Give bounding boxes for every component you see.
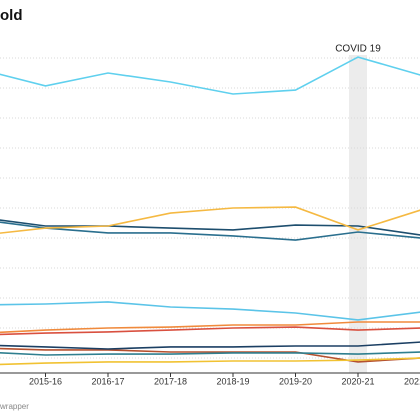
series-line (0, 221, 420, 241)
series-line (0, 321, 420, 334)
x-tick-label: 2015-16 (29, 376, 62, 386)
series-line (0, 56, 420, 95)
highlight-band (349, 55, 367, 373)
credit: wrapper (0, 402, 29, 411)
series-line (0, 351, 420, 356)
series-line (0, 206, 420, 234)
x-tick-label: 2019-20 (279, 376, 312, 386)
x-tick-label: 2017-18 (154, 376, 187, 386)
annotation: COVID 19 (335, 44, 381, 55)
series-line (0, 326, 420, 336)
series-line (0, 341, 420, 350)
series-line (0, 301, 420, 321)
x-tick-label: 2020-21 (341, 376, 374, 386)
x-tick-label: 2016-17 (91, 376, 124, 386)
series-line (0, 357, 420, 366)
x-tick-label: 2021-22 (404, 376, 420, 386)
chart-title: old (0, 7, 23, 24)
x-tick-label: 2018-19 (216, 376, 249, 386)
